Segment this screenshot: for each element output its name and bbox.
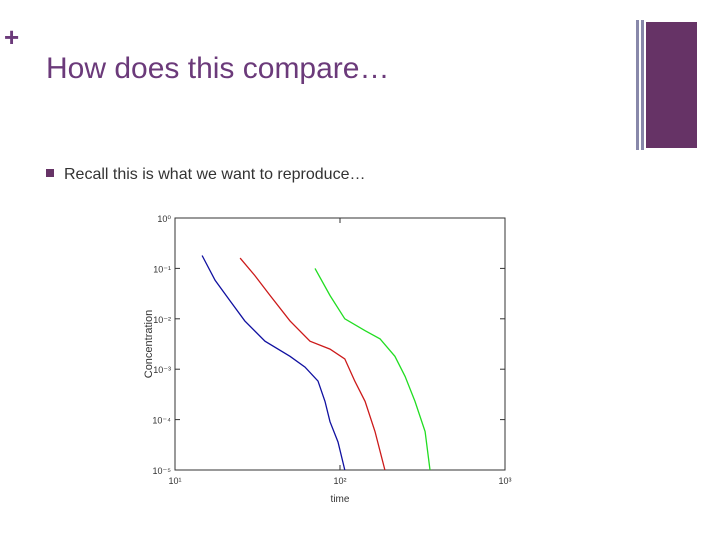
slide-title: How does this compare… xyxy=(46,52,389,85)
y-tick-label: 10⁻⁵ xyxy=(153,466,172,476)
plus-mark: + xyxy=(4,22,19,52)
series-line xyxy=(239,257,386,471)
y-tick-label: 10⁰ xyxy=(157,214,171,224)
bullet-text: Recall this is what we want to reproduce… xyxy=(64,166,365,183)
decor-block xyxy=(646,22,697,148)
y-tick-label: 10⁻⁴ xyxy=(152,416,171,426)
decor-line xyxy=(636,20,639,150)
x-tick-label: 10³ xyxy=(498,476,511,486)
x-tick-label: 10² xyxy=(333,476,346,486)
x-tick-label: 10¹ xyxy=(168,476,181,486)
decor-line xyxy=(641,20,644,150)
y-tick-label: 10⁻³ xyxy=(153,365,171,375)
y-tick-label: 10⁻² xyxy=(153,315,171,325)
bullet-mark xyxy=(46,169,54,177)
y-axis-label: Concentration xyxy=(143,310,155,379)
x-axis-label: time xyxy=(331,494,350,505)
series-line xyxy=(314,268,431,471)
plot-frame xyxy=(174,217,506,471)
series-line xyxy=(201,255,346,471)
y-tick-label: 10⁻¹ xyxy=(153,264,171,274)
